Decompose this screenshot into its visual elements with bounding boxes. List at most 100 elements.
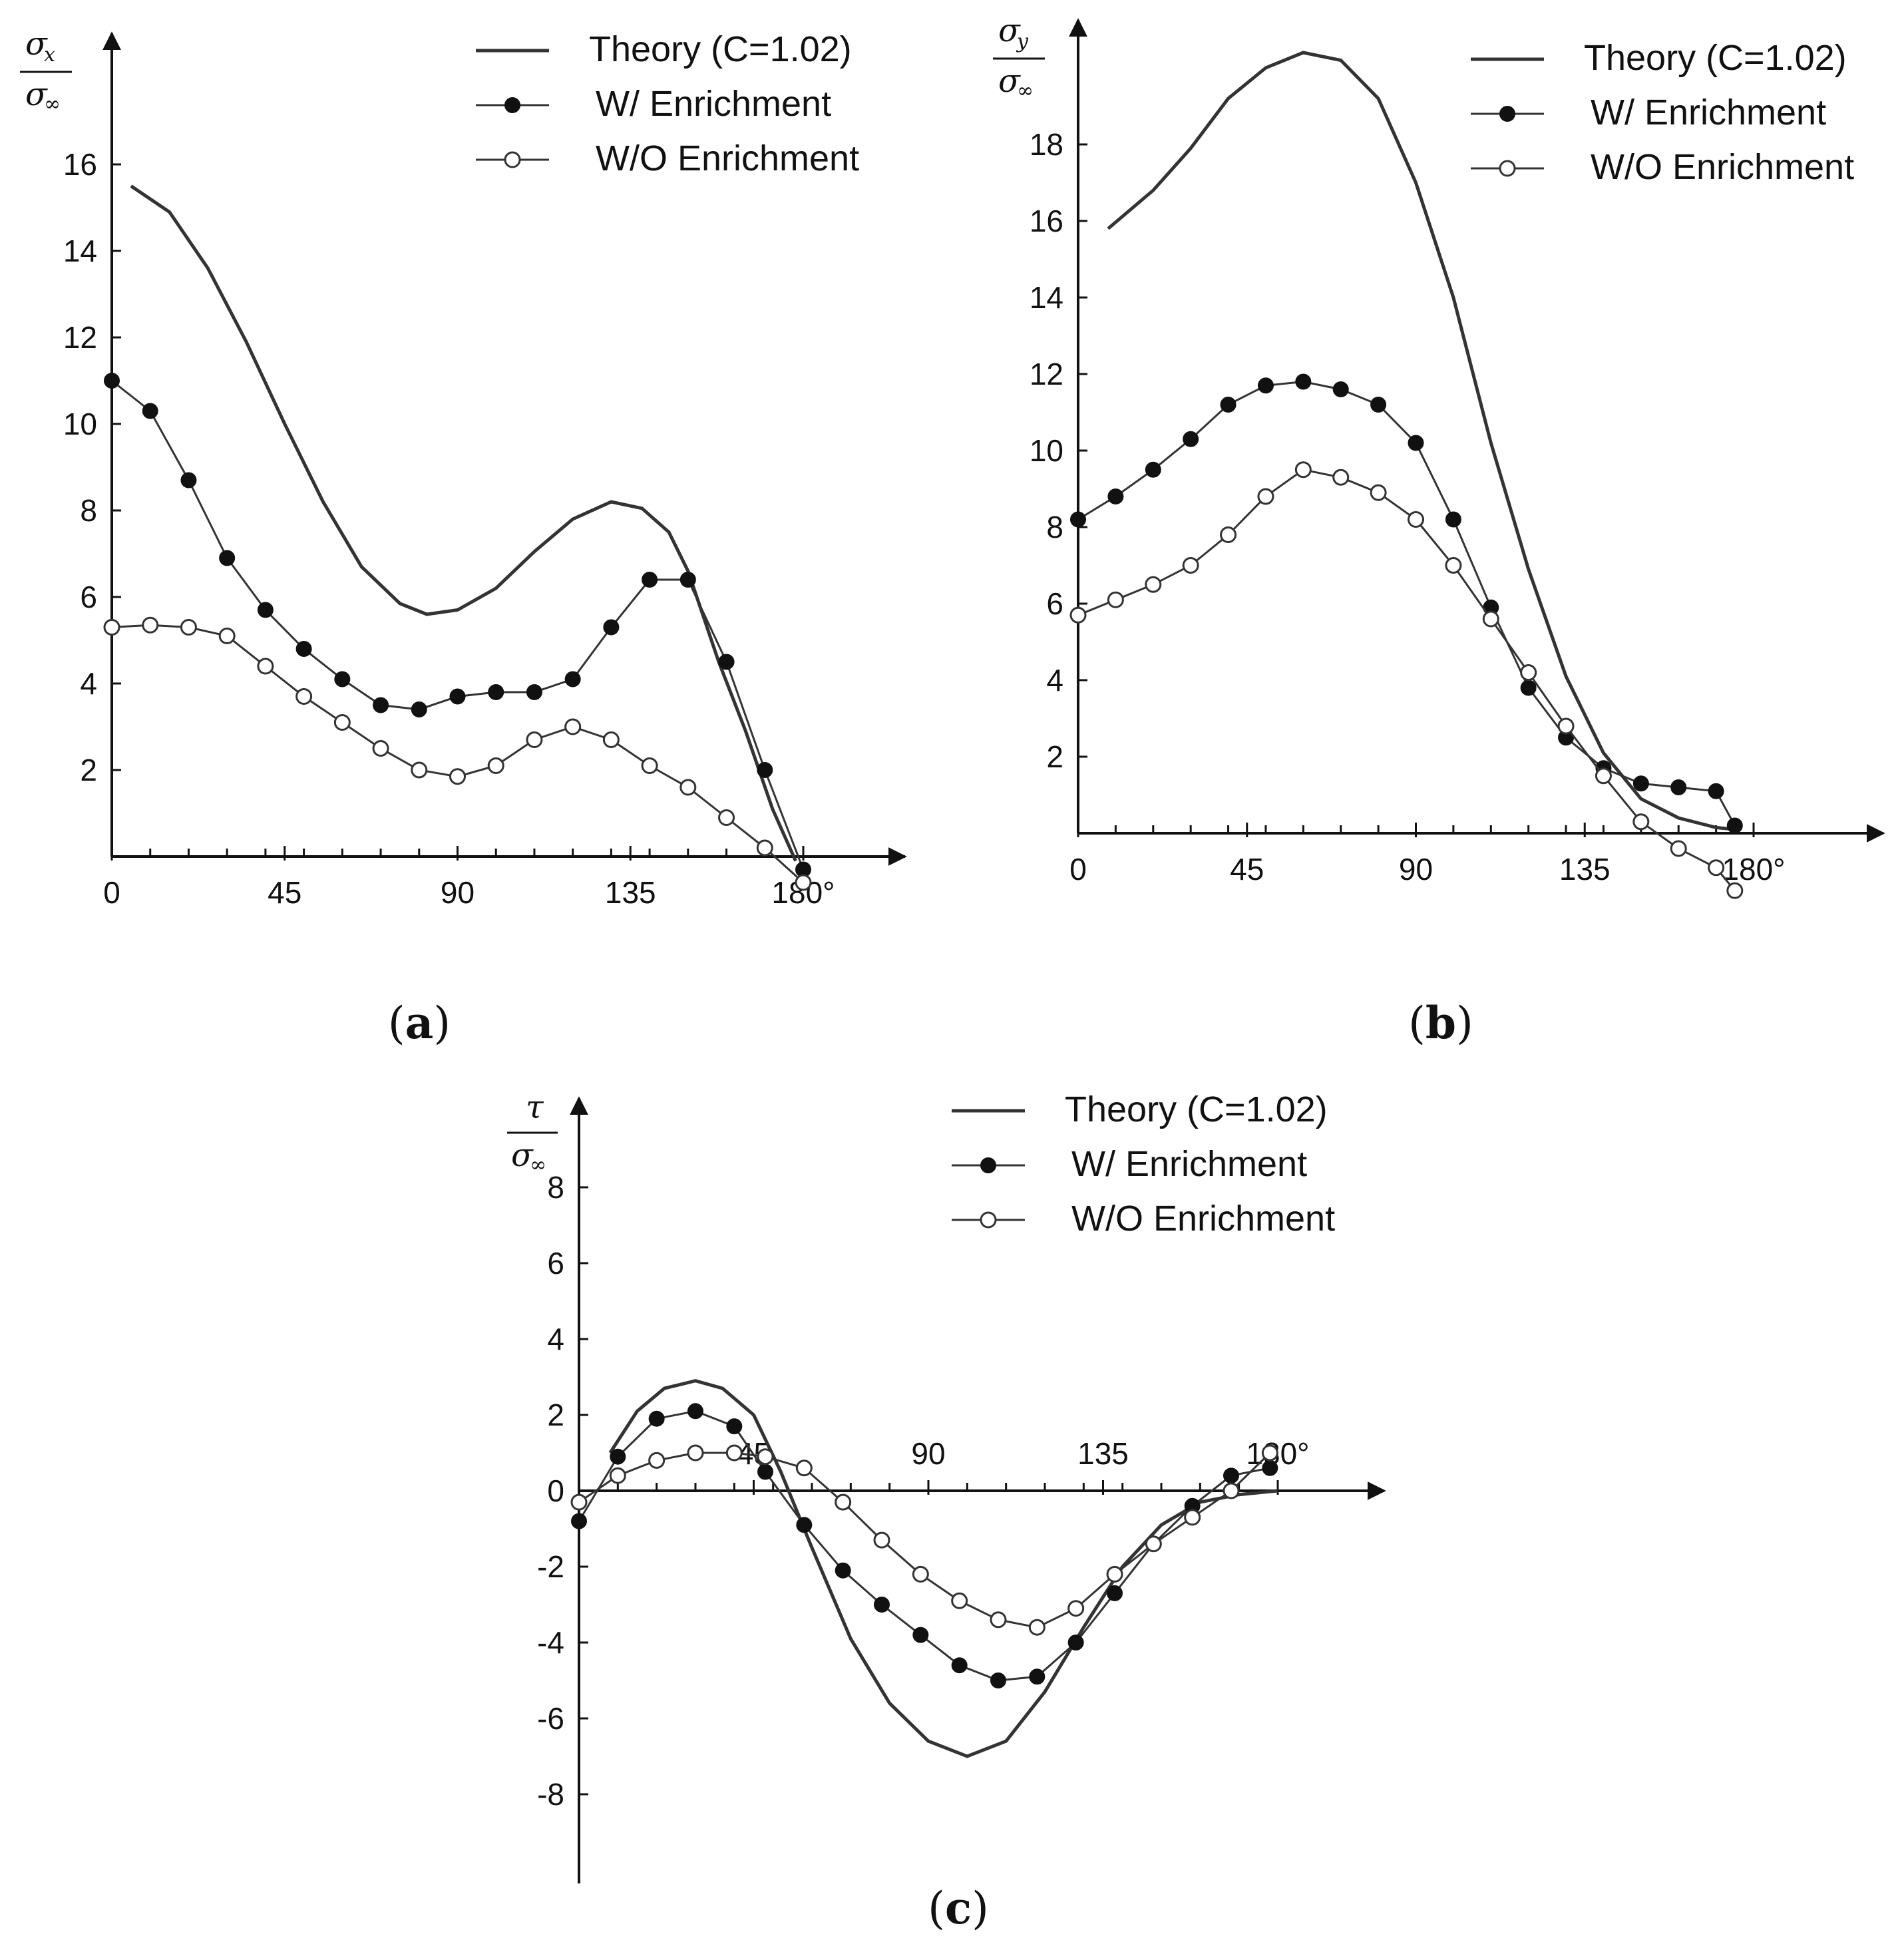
data-point-filled [757, 762, 773, 778]
legend-swatch-marker [980, 1157, 996, 1173]
legend-label: Theory (C=1.02) [1584, 38, 1847, 78]
data-point-open [1370, 484, 1387, 501]
panel-label-open-paren: ( [928, 1883, 945, 1934]
data-point-filled [726, 1418, 743, 1435]
y-axis-label-numerator: τ [526, 1089, 544, 1126]
data-point-open [1595, 767, 1612, 785]
legend-swatch-marker [1499, 160, 1516, 177]
data-point-filled [411, 701, 427, 717]
x-tick-label: 0 [103, 875, 120, 910]
data-point-filled [1145, 461, 1161, 478]
data-point-filled [687, 1403, 703, 1420]
axes [1069, 18, 1885, 843]
y-tick-label: 8 [80, 493, 97, 528]
y-tick-label: 12 [63, 320, 97, 355]
data-point-filled [718, 654, 735, 670]
data-point-open [257, 658, 274, 675]
series-line-open [578, 1452, 1271, 1629]
data-point-filled [610, 1448, 626, 1465]
y-tick-label: 14 [63, 234, 97, 268]
y-tick-label: 18 [1030, 127, 1063, 162]
data-point-filled [1262, 1460, 1278, 1476]
data-point-filled [449, 688, 466, 705]
y-axis-label-denominator: σ [998, 63, 1021, 100]
y-tick-label: 2 [547, 1398, 564, 1432]
panel-label-open-paren: ( [1408, 998, 1426, 1049]
data-point-open [1106, 1565, 1123, 1583]
data-point-filled [1632, 775, 1649, 792]
data-point-filled [1257, 377, 1274, 394]
data-point-open [1145, 576, 1162, 593]
data-point-open [103, 619, 120, 636]
y-tick-label: 2 [80, 753, 97, 787]
data-point-open [795, 1460, 813, 1477]
data-point-filled [1708, 783, 1724, 799]
data-point-filled [1183, 431, 1199, 447]
series-line-open [111, 624, 805, 884]
ticks: 0 45 90 135 180° 2 4 6 8 10 12 14 16 18 [1030, 127, 1786, 886]
x-tick-label: 45 [1230, 852, 1264, 886]
y-tick-label: 0 [547, 1473, 564, 1508]
data-point-open [951, 1592, 968, 1609]
y-tick-label: -2 [537, 1549, 564, 1584]
data-point-filled [571, 1513, 587, 1529]
data-point-open [1294, 461, 1312, 479]
data-point-open [142, 616, 159, 634]
y-tick-label: 8 [1046, 510, 1063, 544]
data-point-filled [874, 1597, 890, 1613]
plot-area [103, 184, 812, 891]
panel-label-letter: c [945, 1882, 972, 1934]
data-point-filled [1408, 435, 1424, 451]
data-point-filled [1445, 511, 1461, 528]
data-point-open [648, 1452, 666, 1469]
data-point-filled [951, 1657, 968, 1674]
data-point-open [1107, 591, 1124, 608]
data-point-filled [1223, 1467, 1239, 1484]
y-tick-label: -4 [537, 1625, 564, 1660]
legend-label: W/ Enrichment [1591, 93, 1826, 132]
data-point-open [1557, 717, 1575, 735]
legend-label: W/O Enrichment [1071, 1199, 1335, 1239]
data-point-filled [1726, 817, 1743, 834]
data-point-filled [1070, 511, 1086, 528]
data-point-open [912, 1565, 929, 1583]
data-point-open [1445, 557, 1462, 574]
data-point-open [1332, 469, 1350, 486]
x-tick-label: 180° [1722, 852, 1785, 886]
data-point-open [1632, 813, 1650, 831]
data-point-open [679, 779, 697, 796]
data-point-open [1184, 1509, 1201, 1526]
data-point-open [1261, 1444, 1278, 1462]
legend-swatch-marker [504, 151, 521, 168]
y-tick-label: 10 [63, 407, 97, 441]
y-tick-label: 16 [1030, 204, 1063, 238]
x-tick-label: 0 [1069, 852, 1087, 886]
panel-label-letter: b [1426, 997, 1456, 1049]
data-point-filled [1332, 381, 1349, 397]
data-point-open [1408, 511, 1424, 528]
data-point-open [687, 1444, 704, 1462]
series-line-theory [608, 1379, 1278, 1758]
data-point-filled [796, 1517, 813, 1533]
panel-label-close-paren: ) [972, 1883, 989, 1934]
data-point-open [602, 731, 620, 748]
data-point-open [564, 718, 582, 735]
data-point-open [218, 628, 236, 644]
data-point-filled [373, 697, 389, 713]
x-tick-label: 135 [605, 875, 656, 910]
data-point-filled [104, 373, 120, 389]
data-point-filled [142, 403, 158, 419]
legend-label: Theory (C=1.02) [1065, 1089, 1328, 1129]
y-axis-label-denominator: σ [511, 1137, 534, 1174]
data-point-filled [757, 1464, 773, 1480]
data-point-open [1257, 488, 1274, 505]
series-line-theory [130, 184, 797, 862]
y-axis-label-numerator-sub: x [44, 43, 55, 67]
y-tick-label: -8 [537, 1777, 564, 1812]
data-point-filled [526, 684, 542, 700]
y-tick-label: -6 [537, 1701, 564, 1736]
data-point-open [1067, 1600, 1085, 1617]
x-tick-label: 45 [268, 875, 301, 910]
data-point-open [725, 1444, 743, 1462]
